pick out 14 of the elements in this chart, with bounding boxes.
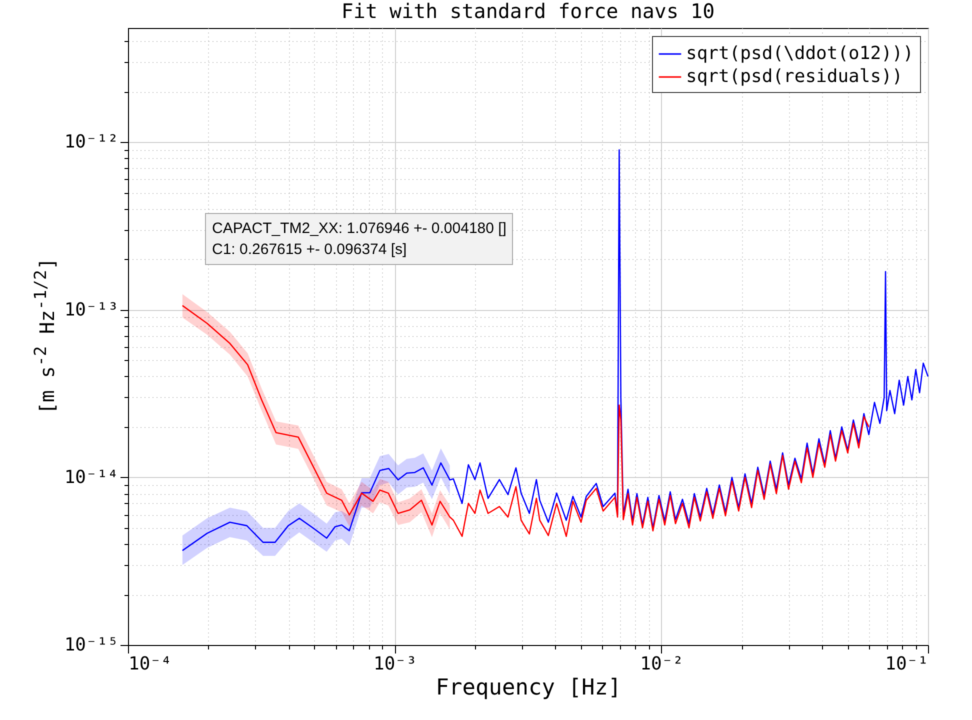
annotation: C1: 0.267615 +- 0.096374 [s]	[212, 240, 408, 260]
x-axis-title: Frequency [Hz]	[436, 676, 622, 700]
y-tick-label: 10⁻¹⁵	[64, 634, 118, 656]
legend-label: sqrt(psd(\ddot(o12)))	[686, 43, 914, 64]
x-tick-label: 10⁻⁴	[128, 654, 172, 674]
y-tick-label: 10⁻¹⁴	[64, 466, 118, 488]
chart-title: Fit with standard force navs 10	[341, 0, 715, 23]
annotation: CAPACT_TM2_XX: 1.076946 +- 0.004180 []	[212, 219, 506, 239]
x-tick-label: 10⁻³	[373, 654, 417, 674]
legend-label: sqrt(psd(residuals))	[686, 66, 903, 87]
x-tick-label: 10⁻²	[640, 654, 684, 674]
y-tick-label: 10⁻¹²	[64, 132, 118, 153]
y-tick-label: 10⁻¹³	[64, 299, 118, 320]
x-tick-label: 10⁻¹	[885, 654, 928, 674]
